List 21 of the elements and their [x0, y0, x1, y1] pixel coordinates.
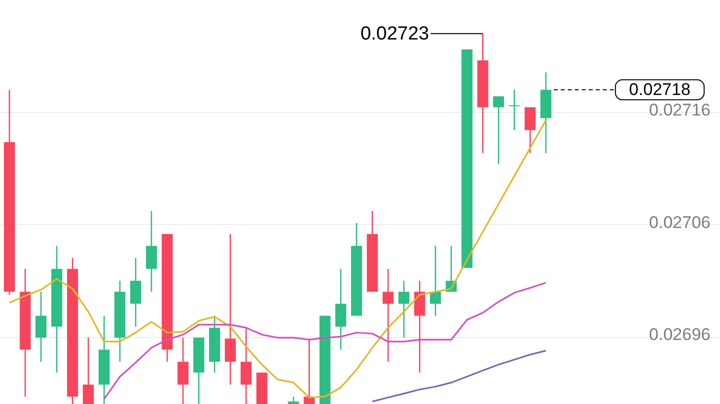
candlestick [146, 210, 157, 292]
ref-line-label: 0.02718 [629, 80, 691, 99]
annotation: 0.02723 [360, 24, 430, 45]
candlestick [35, 291, 46, 362]
candlestick [493, 96, 504, 165]
line-series [372, 350, 547, 402]
candlestick [398, 280, 410, 338]
candlestick [335, 268, 346, 350]
y-tick-label: 0.02706 [649, 212, 710, 232]
candlestick [82, 337, 94, 404]
candlestick [240, 327, 252, 404]
y-tick-label: 0.02716 [649, 100, 710, 120]
candlestick [177, 337, 188, 404]
candlestick [430, 245, 441, 316]
candlestick [508, 89, 520, 131]
candlestick [224, 233, 236, 386]
candlestick [130, 257, 142, 328]
y-tick-label: 0.02696 [649, 325, 710, 344]
candlestick [382, 268, 394, 362]
candlestick [524, 106, 536, 154]
line-series [103, 282, 547, 400]
